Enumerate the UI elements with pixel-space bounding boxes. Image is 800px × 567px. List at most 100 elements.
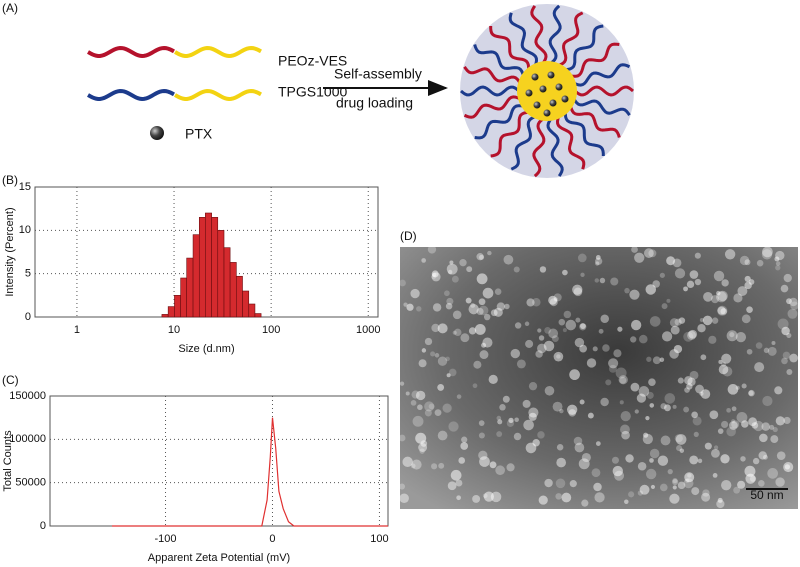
particle	[687, 377, 696, 386]
particle	[774, 256, 780, 262]
particle	[689, 270, 699, 279]
particle	[634, 409, 639, 414]
panel-label: (A)	[2, 1, 18, 15]
particle	[444, 290, 450, 297]
particle	[595, 261, 600, 266]
y-tick-label: 0	[40, 520, 46, 532]
particle	[445, 356, 450, 362]
particle	[431, 323, 440, 333]
particle	[664, 393, 676, 404]
particle	[748, 389, 755, 397]
particle	[624, 287, 630, 294]
particle	[548, 328, 559, 339]
particle	[701, 492, 711, 502]
particle	[710, 295, 720, 304]
particle	[660, 403, 667, 410]
drug-icon	[150, 126, 164, 140]
chain	[490, 110, 529, 158]
bar	[198, 217, 206, 318]
particle	[683, 286, 689, 292]
particle	[694, 252, 701, 259]
particle	[755, 342, 763, 349]
particle	[767, 468, 778, 479]
particle	[460, 442, 469, 450]
particle	[667, 468, 673, 475]
particle	[697, 324, 706, 333]
particle	[650, 484, 656, 489]
y-tick-label: 0	[25, 311, 31, 323]
particle	[468, 327, 477, 335]
particle	[624, 499, 629, 504]
particle	[552, 401, 563, 412]
particle	[586, 358, 597, 368]
bar	[174, 295, 181, 318]
particle	[478, 432, 485, 439]
particle	[659, 483, 668, 492]
particle	[483, 313, 491, 321]
particle	[687, 330, 697, 340]
bar	[217, 230, 225, 318]
particle	[631, 246, 638, 253]
particle	[686, 383, 693, 390]
x-axis-label: Apparent Zeta Potential (mV)	[148, 552, 290, 564]
y-tick-label: 50000	[15, 477, 46, 489]
particle	[672, 478, 679, 486]
chain	[565, 24, 604, 72]
particle	[689, 455, 699, 465]
particle	[415, 432, 427, 444]
particle	[660, 435, 671, 446]
particle	[538, 335, 545, 341]
particle	[483, 491, 494, 502]
particle	[434, 409, 442, 417]
particle	[537, 328, 542, 333]
particle	[746, 306, 753, 313]
particle	[579, 344, 588, 353]
y-tick-label: 15	[19, 181, 31, 193]
particle	[694, 278, 702, 286]
particle	[419, 448, 425, 454]
particle	[578, 458, 590, 470]
particle	[448, 421, 459, 432]
particle	[674, 434, 683, 443]
particle	[456, 394, 462, 399]
particle	[763, 347, 770, 354]
particle	[428, 403, 435, 410]
particle	[722, 366, 733, 377]
particle	[770, 435, 779, 444]
particle	[638, 386, 650, 397]
particle	[555, 493, 562, 500]
bar	[167, 306, 175, 318]
particle	[630, 382, 640, 392]
particle	[562, 269, 568, 276]
particle	[538, 495, 548, 505]
particle	[620, 424, 630, 435]
particle	[703, 292, 713, 302]
particle	[775, 416, 785, 426]
chain	[573, 63, 631, 87]
particle	[490, 491, 502, 503]
particle	[672, 404, 677, 409]
particle	[729, 332, 735, 338]
particle	[686, 280, 695, 289]
particle	[744, 465, 756, 477]
chain	[548, 4, 562, 65]
particle	[575, 317, 581, 323]
particle	[460, 333, 470, 343]
particle	[657, 455, 669, 466]
particle	[726, 426, 736, 437]
x-tick-label: 10	[168, 324, 180, 336]
particle	[522, 399, 531, 408]
particle	[772, 426, 778, 433]
chain	[474, 104, 524, 140]
particle	[437, 430, 448, 441]
particle	[639, 484, 650, 495]
particle	[727, 384, 739, 395]
particle	[762, 395, 773, 407]
particle	[472, 383, 478, 389]
particle	[737, 286, 748, 297]
particle	[493, 307, 503, 317]
particle	[744, 281, 752, 290]
particle	[523, 419, 534, 431]
particle	[729, 421, 738, 430]
particle	[412, 415, 424, 427]
